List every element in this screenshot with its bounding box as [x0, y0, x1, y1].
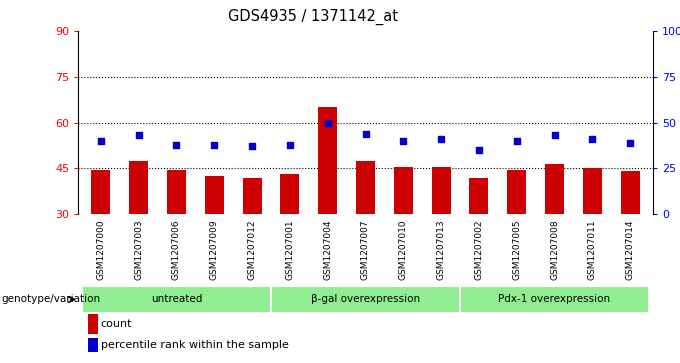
Text: count: count — [101, 319, 132, 329]
Bar — [432, 167, 451, 214]
Bar — [129, 161, 148, 214]
Text: GSM1207003: GSM1207003 — [134, 220, 143, 281]
Text: GSM1207012: GSM1207012 — [248, 220, 256, 280]
Bar — [82, 286, 271, 313]
Point — [247, 143, 258, 149]
Text: percentile rank within the sample: percentile rank within the sample — [101, 340, 288, 350]
Point — [473, 147, 484, 153]
Bar — [460, 286, 649, 313]
Bar — [318, 107, 337, 214]
Point — [436, 136, 447, 142]
Bar — [469, 178, 488, 214]
Text: GSM1207005: GSM1207005 — [512, 220, 521, 281]
Point — [549, 132, 560, 138]
Point — [95, 138, 106, 144]
Bar — [243, 178, 262, 214]
Point — [625, 140, 636, 146]
Text: Pdx-1 overexpression: Pdx-1 overexpression — [498, 294, 611, 305]
Text: GSM1207006: GSM1207006 — [172, 220, 181, 281]
Point — [171, 142, 182, 147]
Text: GSM1207014: GSM1207014 — [626, 220, 634, 280]
Bar — [167, 170, 186, 214]
Point — [284, 142, 295, 147]
Text: GSM1207002: GSM1207002 — [475, 220, 483, 280]
Point — [209, 142, 220, 147]
Text: GSM1207007: GSM1207007 — [361, 220, 370, 281]
Text: GSM1207000: GSM1207000 — [97, 220, 105, 281]
Text: GSM1207004: GSM1207004 — [323, 220, 333, 280]
Bar — [280, 175, 299, 214]
Point — [398, 138, 409, 144]
Point — [322, 119, 333, 125]
Bar — [621, 171, 640, 214]
Text: GSM1207009: GSM1207009 — [210, 220, 219, 281]
Point — [587, 136, 598, 142]
Text: untreated: untreated — [151, 294, 202, 305]
Bar — [271, 286, 460, 313]
Bar — [205, 176, 224, 214]
Text: GSM1207013: GSM1207013 — [437, 220, 445, 281]
Bar — [356, 161, 375, 214]
Bar — [545, 164, 564, 214]
Bar — [91, 170, 110, 214]
Text: β-gal overexpression: β-gal overexpression — [311, 294, 420, 305]
Text: genotype/variation: genotype/variation — [1, 294, 101, 305]
Bar — [507, 170, 526, 214]
Bar — [583, 168, 602, 214]
Text: GSM1207011: GSM1207011 — [588, 220, 597, 281]
Text: GSM1207010: GSM1207010 — [398, 220, 408, 281]
Text: GDS4935 / 1371142_at: GDS4935 / 1371142_at — [228, 9, 398, 25]
Text: GSM1207001: GSM1207001 — [286, 220, 294, 281]
Bar — [394, 167, 413, 214]
Point — [511, 138, 522, 144]
Point — [360, 131, 371, 136]
Point — [133, 132, 144, 138]
Text: GSM1207008: GSM1207008 — [550, 220, 559, 281]
